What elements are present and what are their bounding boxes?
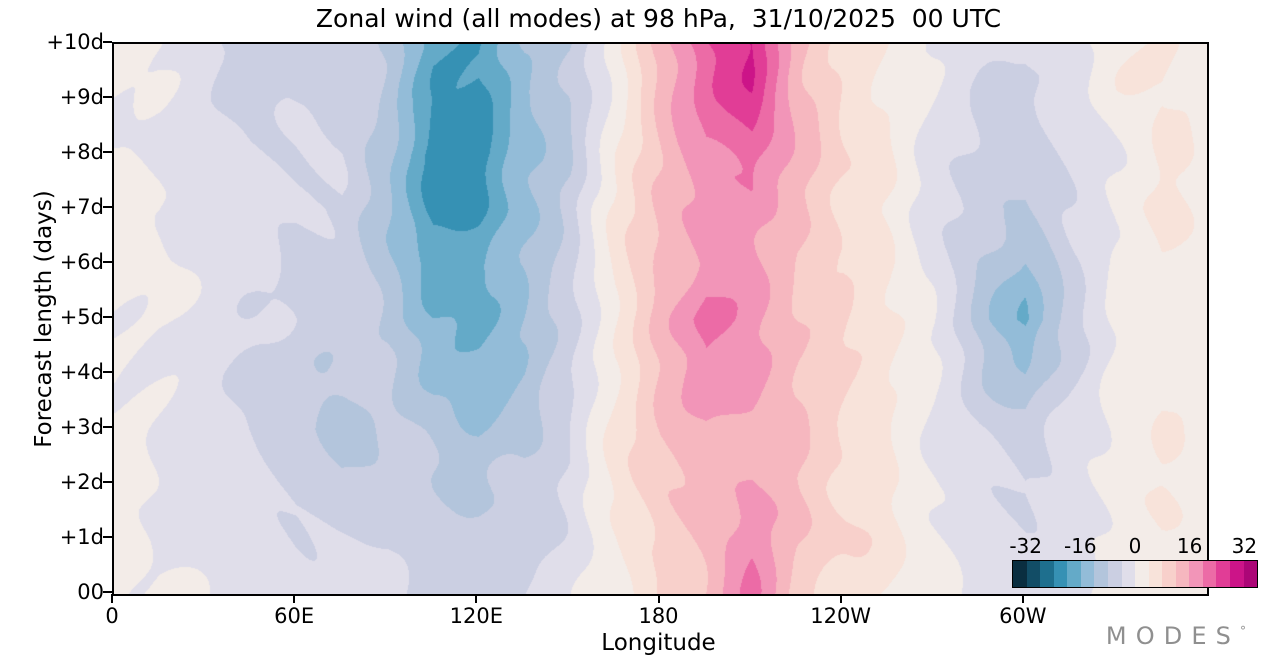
- colorbar: -32 -16 0 16 32: [1009, 534, 1258, 590]
- x-tick-label: 180: [638, 604, 679, 628]
- x-tick-label: 120E: [449, 604, 504, 628]
- colorbar-segment: [1243, 561, 1258, 587]
- colorbar-segment: [1148, 561, 1163, 587]
- colorbar-segment: [1013, 561, 1027, 587]
- x-tick-mark: [657, 594, 660, 603]
- colorbar-segment: [1230, 561, 1244, 587]
- heatmap-canvas: [114, 44, 1207, 594]
- x-tick-mark: [293, 594, 296, 603]
- colorbar-tick-label: -32: [1009, 534, 1042, 558]
- y-axis-label: Forecast length (days): [31, 190, 57, 448]
- colorbar-segment: [1121, 561, 1136, 587]
- colorbar-segment: [1175, 561, 1190, 587]
- modes-logo: MODES°: [1106, 622, 1246, 650]
- colorbar-segment: [1026, 561, 1041, 587]
- colorbar-segment: [1067, 561, 1081, 587]
- x-tick-label: 120W: [810, 604, 872, 628]
- colorbar-tick-label: 32: [1231, 534, 1258, 558]
- y-tick-label: +5d: [59, 305, 104, 329]
- y-tick-label: +3d: [59, 415, 104, 439]
- x-axis-label: Longitude: [601, 630, 716, 656]
- modes-logo-degree-mark: °: [1240, 624, 1246, 638]
- y-tick-label: +1d: [59, 525, 104, 549]
- colorbar-segment: [1216, 561, 1230, 587]
- colorbar-segment: [1162, 561, 1176, 587]
- y-tick-label: +2d: [59, 470, 104, 494]
- colorbar-segment: [1040, 561, 1054, 587]
- chart-title: Zonal wind (all modes) at 98 hPa, 31/10/…: [315, 4, 1002, 33]
- y-tick-mark: [103, 41, 112, 43]
- y-tick-mark: [103, 426, 112, 428]
- y-tick-label: +9d: [59, 85, 104, 109]
- y-tick-mark: [103, 151, 112, 153]
- y-tick-label: +8d: [59, 140, 104, 164]
- colorbar-segment: [1202, 561, 1217, 587]
- y-tick-mark: [103, 371, 112, 373]
- colorbar-segment: [1080, 561, 1095, 587]
- plot-area: [112, 42, 1209, 596]
- colorbar-bar: [1012, 560, 1258, 588]
- colorbar-tick-label: -16: [1063, 534, 1097, 558]
- y-tick-label: +4d: [59, 360, 104, 384]
- y-tick-label: 00: [77, 580, 104, 604]
- y-tick-mark: [103, 261, 112, 263]
- x-tick-label: 0: [105, 604, 119, 628]
- modes-logo-text: MODES: [1105, 622, 1240, 650]
- colorbar-segment: [1135, 561, 1149, 587]
- x-tick-mark: [111, 594, 113, 603]
- y-tick-mark: [103, 96, 112, 98]
- y-tick-label: +10d: [46, 30, 104, 54]
- colorbar-tick-label: 0: [1128, 534, 1142, 558]
- y-tick-label: +7d: [59, 195, 104, 219]
- colorbar-segment: [1053, 561, 1068, 587]
- colorbar-tick-label: 16: [1176, 534, 1203, 558]
- x-tick-label: 60W: [999, 604, 1047, 628]
- colorbar-segment: [1189, 561, 1203, 587]
- y-tick-mark: [103, 591, 112, 593]
- y-tick-mark: [103, 536, 112, 538]
- y-tick-label: +6d: [59, 250, 104, 274]
- colorbar-segment: [1107, 561, 1122, 587]
- x-tick-mark: [475, 594, 478, 603]
- colorbar-segment: [1094, 561, 1108, 587]
- y-tick-mark: [103, 206, 112, 208]
- x-tick-label: 60E: [274, 604, 315, 628]
- y-tick-mark: [103, 481, 112, 483]
- y-tick-mark: [103, 316, 112, 318]
- x-tick-mark: [839, 594, 842, 603]
- x-tick-mark: [1021, 594, 1024, 603]
